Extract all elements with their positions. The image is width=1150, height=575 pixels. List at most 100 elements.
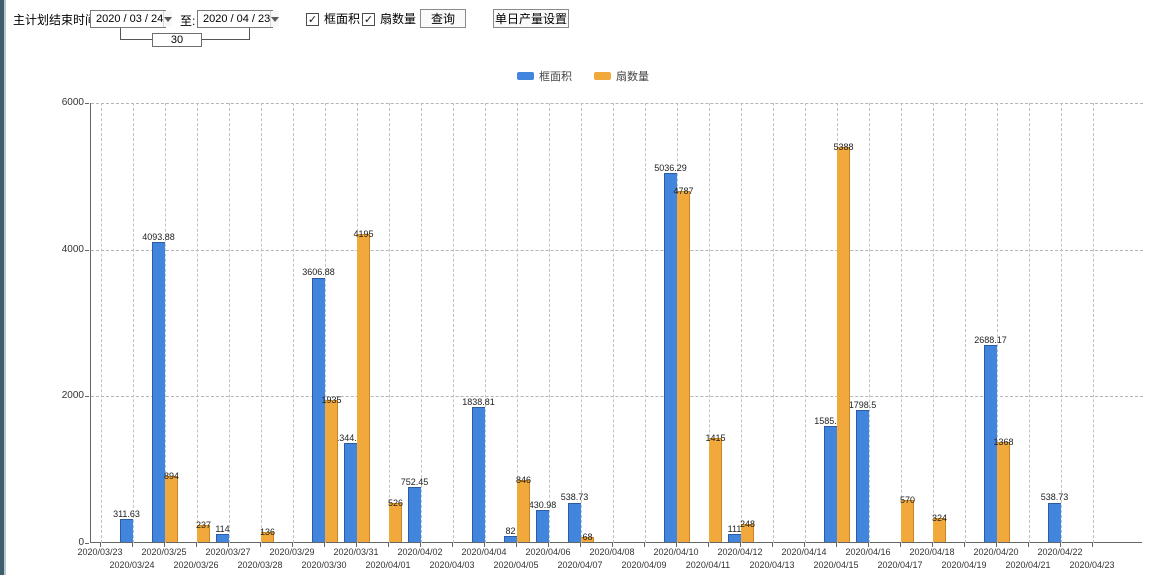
legend-item-area: 框面积	[517, 68, 572, 84]
v-gridline	[517, 103, 518, 543]
x-tick	[612, 543, 613, 547]
y-axis-label: 6000	[61, 97, 84, 108]
bar-value-label: 570	[899, 495, 916, 506]
x-axis-label: 2020/04/08	[589, 547, 635, 557]
v-gridline	[389, 103, 390, 543]
x-axis-label: 2020/03/27	[205, 547, 251, 557]
bar	[837, 146, 850, 542]
fans-checkbox-label: 扇数量	[380, 12, 417, 26]
x-tick	[516, 543, 517, 547]
bar-value-label: 248	[739, 518, 756, 529]
v-gridline	[165, 103, 166, 543]
x-tick	[164, 543, 165, 547]
bar-value-label: 82	[505, 525, 516, 536]
bar	[728, 533, 741, 542]
x-axis-label: 2020/03/31	[333, 547, 379, 557]
x-tick	[196, 543, 197, 547]
bar-value-label: 1798.5	[848, 400, 877, 411]
x-tick	[292, 543, 293, 547]
x-axis-label: 2020/03/23	[77, 547, 123, 557]
y-axis-label: 4000	[61, 243, 84, 255]
x-axis-label: 2020/03/29	[269, 547, 315, 557]
area-checkbox-group[interactable]: ✓ 框面积	[306, 12, 360, 26]
x-axis-label: 2020/04/13	[749, 560, 795, 570]
x-axis-label: 2020/04/12	[717, 547, 763, 557]
query-button[interactable]: 查询	[420, 9, 466, 28]
bar-value-label: 111	[727, 523, 742, 534]
fans-checkbox[interactable]: ✓	[362, 12, 375, 26]
x-tick	[1092, 543, 1093, 547]
bar-value-label: 1344.95	[334, 433, 367, 444]
x-axis-label: 2020/03/28	[237, 560, 283, 570]
area-checkbox-label: 框面积	[324, 12, 361, 26]
bar	[120, 519, 133, 542]
x-tick	[964, 543, 965, 547]
plot-area: 311.63 4093.88 114 3606.88 1344.95 752.45 1838…	[90, 103, 1143, 543]
window-edge-strip-light	[4, 0, 6, 575]
v-gridline	[293, 103, 294, 543]
x-tick	[772, 543, 773, 547]
x-tick	[228, 543, 229, 547]
bar-value-label: 894	[163, 471, 180, 482]
bar	[997, 441, 1010, 542]
bar-value-label: 3606.88	[302, 267, 335, 278]
y-axis-label: 2000	[61, 390, 84, 402]
v-gridline	[901, 103, 902, 543]
bar	[901, 500, 914, 542]
bar	[389, 503, 402, 542]
bar-value-label: 526	[387, 498, 404, 509]
h-gridline	[91, 396, 1143, 398]
bar	[933, 518, 946, 542]
v-gridline	[869, 103, 870, 543]
bar	[568, 502, 581, 542]
x-tick	[644, 543, 645, 547]
bar-value-label: 1368	[993, 436, 1014, 447]
area-checkbox[interactable]: ✓	[306, 12, 319, 26]
v-gridline	[133, 103, 134, 543]
bar-value-label: 430.98	[528, 500, 557, 511]
x-axis-label: 2020/04/10	[653, 547, 699, 557]
daily-output-settings-button[interactable]: 单日产量设置	[493, 9, 569, 28]
bar	[152, 241, 165, 542]
bar-value-label: 5036.29	[654, 162, 687, 173]
bar-value-label: 752.45	[400, 476, 429, 487]
v-gridline	[549, 103, 550, 543]
x-tick	[996, 543, 997, 547]
date-to-dropdown-button[interactable]	[270, 11, 280, 27]
x-tick	[836, 543, 837, 547]
bar-value-label: 4787	[673, 185, 694, 196]
h-gridline	[91, 249, 1143, 251]
interval-days-input[interactable]: 30	[152, 33, 202, 47]
x-axis-label: 2020/03/26	[173, 560, 219, 570]
bar-value-label: 538.73	[1040, 492, 1069, 503]
v-gridline	[709, 103, 710, 543]
x-tick	[484, 543, 485, 547]
to-label-text: 至:	[180, 14, 196, 28]
v-gridline	[485, 103, 486, 543]
bar	[504, 536, 517, 542]
x-tick	[356, 543, 357, 547]
x-axis-label: 2020/04/06	[525, 547, 571, 557]
fans-checkbox-group[interactable]: ✓ 扇数量	[362, 12, 416, 26]
legend-swatch-fans	[594, 72, 611, 80]
v-gridline	[997, 103, 998, 543]
date-from-combobox[interactable]: 2020 / 03 / 24	[90, 10, 173, 28]
bar	[325, 400, 338, 542]
v-gridline	[1061, 103, 1062, 543]
x-axis-label: 2020/04/17	[877, 560, 923, 570]
bar-value-label: 324	[931, 513, 948, 524]
v-gridline	[645, 103, 646, 543]
x-axis-label: 2020/04/23	[1069, 560, 1115, 570]
date-from-value: 2020 / 03 / 24	[96, 13, 164, 25]
v-gridline	[229, 103, 230, 543]
bar	[472, 407, 485, 542]
bar	[197, 524, 210, 542]
x-tick	[100, 543, 101, 547]
bar	[357, 234, 370, 542]
x-tick	[452, 543, 453, 547]
bar-value-label: 846	[515, 474, 532, 485]
date-to-combobox[interactable]: 2020 / 04 / 23	[197, 10, 280, 28]
x-tick	[740, 543, 741, 547]
plan-end-time-label-text: 主计划结束时间:	[13, 13, 101, 27]
date-from-dropdown-button[interactable]	[163, 11, 173, 27]
